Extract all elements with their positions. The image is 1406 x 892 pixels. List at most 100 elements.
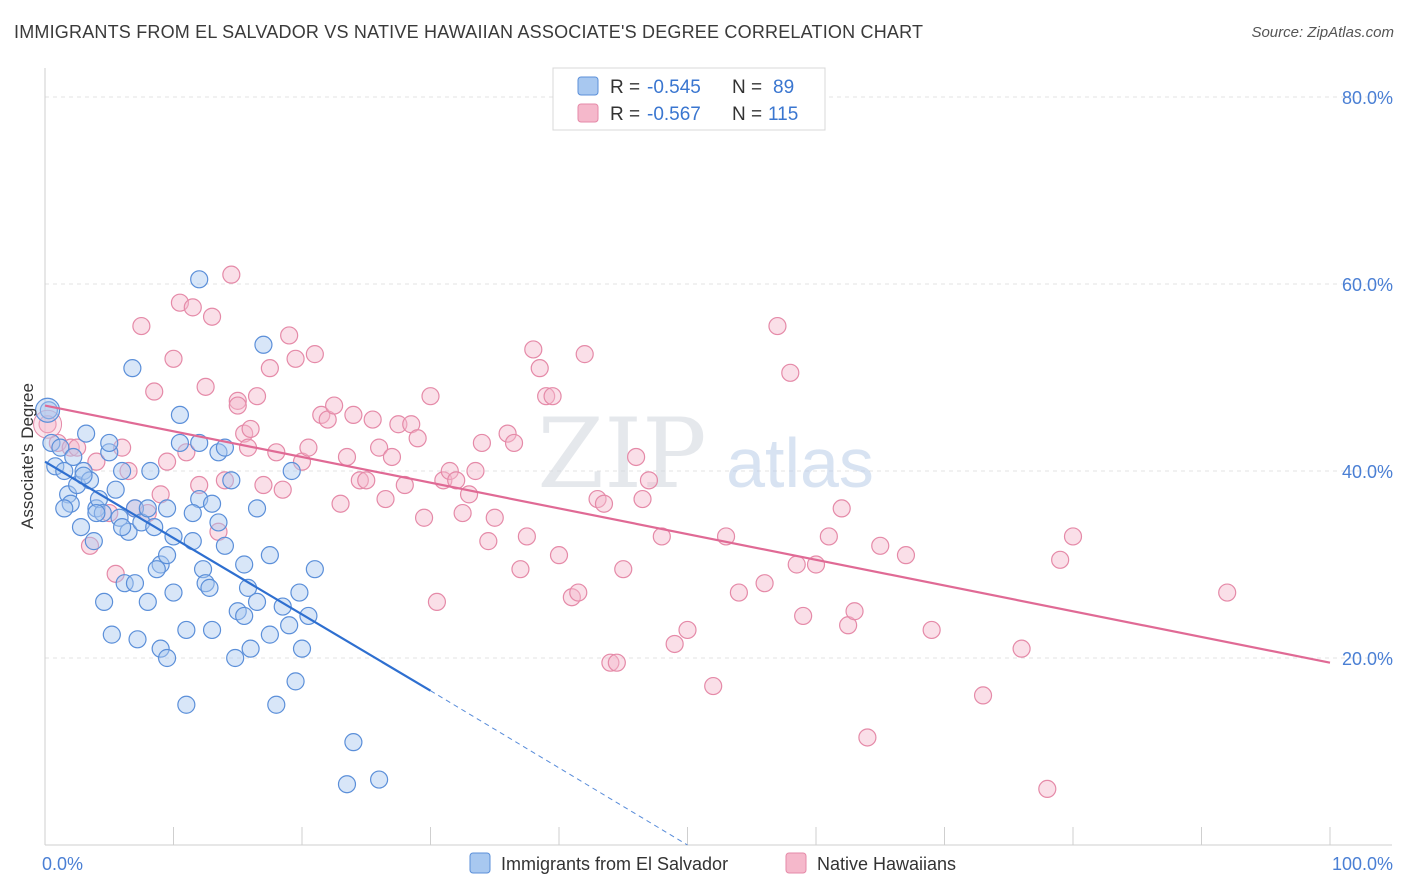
el-salvador-point — [247, 499, 267, 518]
native-hawaiians-point — [1063, 527, 1083, 546]
legend-swatch-pink — [577, 103, 599, 123]
native-hawaiians-point — [517, 527, 536, 546]
y-tick-label: 60.0% — [1342, 275, 1393, 295]
native-hawaiians-point — [678, 620, 697, 640]
native-hawaiians-point — [299, 438, 318, 457]
el-salvador-point — [42, 433, 61, 453]
el-salvador-point — [193, 560, 213, 579]
native-hawaiians-point — [524, 340, 543, 359]
bottom-legend-label-pink: Native Hawaiians — [817, 854, 956, 874]
watermark: ZIP atlas — [537, 398, 874, 510]
native-hawaiians-point — [768, 316, 787, 336]
el-salvador-point — [202, 620, 222, 640]
top-legend: R = -0.545 N = 89 R = -0.567 N = 115 — [552, 67, 826, 131]
el-salvador-point — [215, 536, 234, 555]
el-salvador-point — [273, 597, 292, 616]
native-hawaiians-point — [472, 433, 491, 453]
el-salvador-point — [112, 517, 132, 537]
native-hawaiians-point — [729, 583, 749, 602]
el-salvador-point — [282, 461, 301, 481]
native-hawaiians-point — [819, 527, 838, 546]
el-salvador-point — [95, 592, 114, 612]
y-tick-label: 40.0% — [1342, 462, 1393, 482]
native-hawaiians-point — [922, 620, 941, 640]
el-salvador-point — [190, 433, 209, 453]
el-salvador-point — [125, 574, 145, 593]
native-hawaiians-point — [325, 396, 344, 415]
el-salvador-point — [87, 503, 106, 523]
y-axis-label: Associate's Degree — [18, 383, 37, 529]
native-hawaiians-point — [157, 452, 177, 471]
el-salvador-point — [337, 775, 357, 794]
native-hawaiians-point — [376, 489, 395, 509]
native-hawaiians-point — [781, 363, 800, 382]
el-salvador-point — [241, 639, 260, 658]
bottom-legend-label-blue: Immigrants from El Salvador — [501, 854, 728, 874]
watermark-atlas: atlas — [726, 424, 874, 502]
native-hawaiians-point — [357, 471, 376, 490]
axes — [44, 68, 1392, 846]
native-hawaiians-point — [305, 345, 324, 364]
el-salvador-point — [170, 433, 190, 453]
el-salvador-point — [260, 625, 279, 644]
native-hawaiians-point — [370, 438, 389, 457]
el-salvador-point — [290, 583, 309, 602]
native-hawaiians-point — [787, 555, 806, 574]
legend-n-label-blue: N = — [732, 77, 762, 98]
bottom-legend-swatch-blue — [469, 852, 491, 874]
el-salvador-point — [280, 616, 299, 635]
native-hawaiians-point — [633, 489, 652, 509]
chart-title: IMMIGRANTS FROM EL SALVADOR VS NATIVE HA… — [14, 22, 924, 42]
native-hawaiians-point — [280, 326, 299, 345]
el-salvador-point — [222, 471, 241, 490]
native-hawaiians-point — [1012, 639, 1031, 658]
native-hawaiians-point — [247, 387, 267, 406]
bottom-legend-swatch-pink — [785, 852, 807, 874]
watermark-zip: ZIP — [537, 398, 706, 510]
el-salvador-point — [112, 461, 132, 481]
native-hawaiians-point — [845, 602, 864, 621]
el-salvador-trend-extension — [430, 690, 688, 846]
native-hawaiians-point — [228, 396, 247, 415]
bottom-legend: Immigrants from El Salvador Native Hawai… — [469, 852, 956, 874]
native-hawaiians-point — [1038, 779, 1057, 799]
el-salvador-point — [235, 606, 254, 626]
legend-n-value-pink: 115 — [768, 104, 798, 125]
y-tick-labels: 20.0% 40.0% 60.0% 80.0% — [1342, 88, 1393, 669]
trend-lines — [44, 404, 1331, 846]
native-hawaiians-point — [331, 494, 350, 513]
el-salvador-point — [260, 546, 279, 565]
native-hawaiians-point — [427, 592, 447, 612]
el-salvador-point — [286, 672, 305, 691]
el-salvador-point — [157, 499, 177, 518]
native-hawaiians-point — [222, 265, 241, 284]
el-salvador-point — [128, 630, 147, 649]
el-salvador-points — [34, 270, 389, 794]
native-hawaiians-point — [286, 349, 305, 368]
el-salvador-point — [51, 438, 70, 457]
native-hawaiians-point — [1218, 583, 1237, 602]
native-hawaiians-point — [228, 391, 247, 410]
el-salvador-point — [157, 546, 177, 565]
native-hawaiians-point — [453, 503, 472, 523]
native-hawaiians-point — [896, 546, 916, 565]
el-salvador-point — [147, 560, 166, 579]
native-hawaiians-point — [614, 560, 633, 579]
native-hawaiians-trend-line — [44, 404, 1331, 664]
native-hawaiians-point — [466, 461, 485, 481]
el-salvador-point — [141, 461, 160, 481]
native-hawaiians-point — [382, 447, 402, 467]
native-hawaiians-point — [858, 728, 877, 747]
native-hawaiians-point — [549, 546, 569, 565]
el-salvador-point — [164, 583, 183, 602]
native-hawaiians-point — [389, 415, 408, 434]
native-hawaiians-point — [530, 359, 549, 378]
el-salvador-point — [151, 639, 170, 658]
el-salvador-point — [102, 625, 121, 644]
el-salvador-point — [123, 359, 142, 378]
native-hawaiians-point — [973, 686, 993, 705]
native-hawaiians-point — [215, 471, 234, 490]
native-hawaiians-points — [33, 265, 1237, 799]
legend-n-value-blue: 89 — [773, 77, 794, 98]
native-hawaiians-point — [639, 471, 659, 490]
